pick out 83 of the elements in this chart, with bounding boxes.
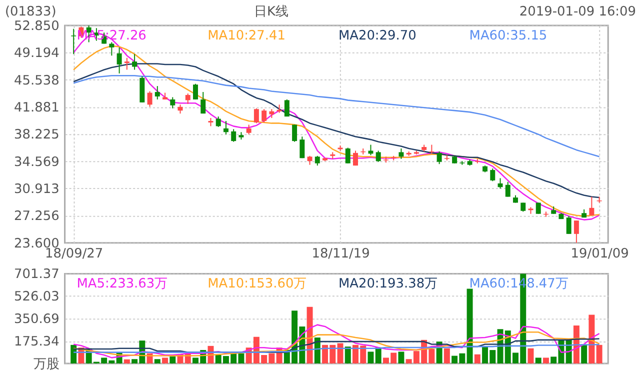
bar [337,343,344,364]
candlestick [566,216,572,234]
candlestick [223,120,228,135]
line-series [72,63,600,198]
candlestick [292,124,298,142]
y-tick-label: 34.569 [14,154,60,170]
bar [528,348,534,364]
y-tick-label: 45.538 [14,73,60,88]
line-series [72,331,600,356]
bar [306,306,313,364]
bar [375,348,382,364]
candlestick [193,83,198,100]
y-tick-label: 41.881 [14,100,60,116]
candlestick [498,178,503,190]
text: MA20:193.38万 [338,276,438,292]
candlestick [376,150,381,162]
bar [170,356,176,364]
candlestick [200,92,206,114]
candlestick [490,168,496,182]
candlestick [368,144,374,156]
bar [588,314,595,364]
x-tick-label: 18/11/19 [312,246,370,262]
candlestick [536,202,541,214]
candlestick [147,90,152,108]
bar [70,344,77,364]
candlestick [246,124,252,135]
text: MA60:35.15 [469,28,548,44]
x-tick-label: 19/01/09 [570,246,629,262]
text: 2019-01-09 16:09 [519,4,636,20]
candlestick [574,220,579,244]
candlestick [216,116,221,128]
y-tick-label: 27.256 [14,209,60,224]
bar [368,352,374,364]
candlestick [231,128,236,142]
candlestick [345,147,350,164]
bar [124,359,130,364]
bar [162,358,168,364]
candlestick [284,98,290,118]
candlestick [262,108,267,123]
y-tick-label: 350.69 [14,312,60,328]
bar [535,358,542,364]
bar [542,358,549,364]
y-tick-label: 万股 [33,356,60,372]
candlestick [353,150,358,166]
candlestick [589,196,594,216]
y-tick-label: 52.850 [14,18,60,34]
candlestick [71,28,76,55]
candlestick [398,148,404,160]
bar [581,344,588,364]
candlestick [124,57,130,70]
text: MA5:233.63万 [76,276,168,292]
line-series [72,75,600,158]
text: 日K线 [254,4,288,20]
y-tick-label: 30.913 [14,182,60,197]
candlestick [436,150,442,165]
bar [466,288,473,364]
text: MA10:153.60万 [208,276,307,292]
candlestick [170,96,176,109]
candlestick [185,92,190,104]
y-tick-label: 49.194 [14,46,60,62]
bar [596,344,602,364]
y-tick-label: 175.34 [14,334,60,350]
chart-title: (01833) [4,4,56,20]
bar [444,348,450,364]
candlestick [132,54,138,70]
candlestick [505,181,510,198]
bar [344,346,351,364]
text: MA20:29.70 [338,28,416,44]
y-tick-label: 701.37 [14,267,60,282]
y-tick-label: 38.225 [14,128,60,143]
bar [398,352,404,364]
bar [474,354,480,364]
line-series [72,344,600,353]
candlestick [116,46,122,74]
candlestick [314,155,320,166]
line-series [72,324,600,358]
y-tick-label: 526.03 [14,290,60,305]
candlestick [300,136,305,159]
text: MA10:27.41 [208,28,286,44]
candlestick [254,108,259,124]
candlestick [109,42,114,56]
bar [154,359,160,364]
candlestick [154,86,160,100]
